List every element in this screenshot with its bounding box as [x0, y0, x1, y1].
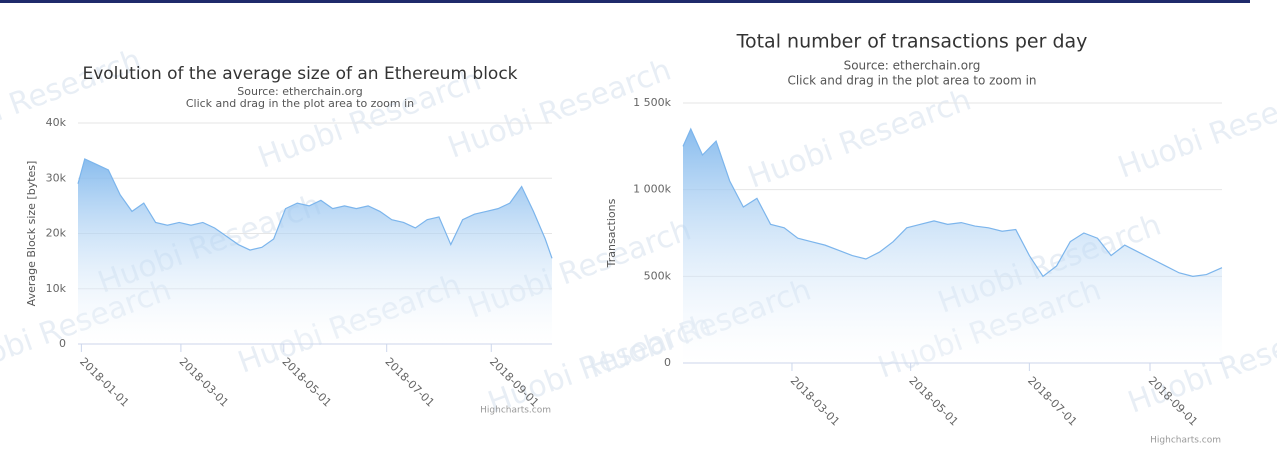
y-tick-label: 10k	[46, 282, 67, 295]
credit: Highcharts.com	[1150, 436, 1221, 446]
x-tick-label: 2018-05-01	[280, 355, 334, 409]
chart-subtitle: Source: etherchain.org	[237, 85, 362, 98]
chart-subtitle: Click and drag in the plot area to zoom …	[787, 74, 1036, 88]
x-tick-label: 2018-05-01	[906, 374, 960, 428]
x-tick-label: 2018-03-01	[788, 374, 842, 428]
y-tick-label: 30k	[46, 171, 67, 184]
area-fill	[78, 158, 552, 344]
credit: Highcharts.com	[480, 406, 551, 416]
y-tick-label: 500k	[644, 269, 672, 282]
watermark: Huobi Research	[744, 83, 976, 196]
x-tick-label: 2018-07-01	[1025, 374, 1079, 428]
y-tick-label: 1 500k	[633, 96, 671, 109]
y-tick-label: 40k	[46, 116, 67, 129]
watermark: Huobi Research	[0, 43, 146, 156]
y-axis-title: Transactions	[605, 198, 618, 268]
watermark: Huobi Research	[1114, 73, 1277, 186]
y-tick-label: 0	[59, 337, 66, 350]
y-tick-label: 0	[664, 356, 671, 369]
y-tick-label: 1 000k	[633, 183, 671, 196]
x-tick-label: 2018-03-01	[177, 355, 231, 409]
area-line	[682, 127, 1223, 278]
chart-subtitle: Click and drag in the plot area to zoom …	[186, 97, 414, 110]
area-fill	[683, 129, 1222, 363]
x-tick-label: 2018-01-01	[77, 355, 131, 409]
y-axis-title: Average Block size [bytes]	[25, 161, 38, 307]
chart-title: Evolution of the average size of an Ethe…	[82, 64, 517, 84]
top-rule	[0, 0, 1250, 3]
area-line	[77, 158, 553, 259]
chart-title: Total number of transactions per day	[736, 31, 1088, 53]
x-tick-label: 2018-07-01	[382, 355, 436, 409]
y-tick-label: 20k	[46, 227, 67, 240]
chart-subtitle: Source: etherchain.org	[844, 59, 981, 73]
